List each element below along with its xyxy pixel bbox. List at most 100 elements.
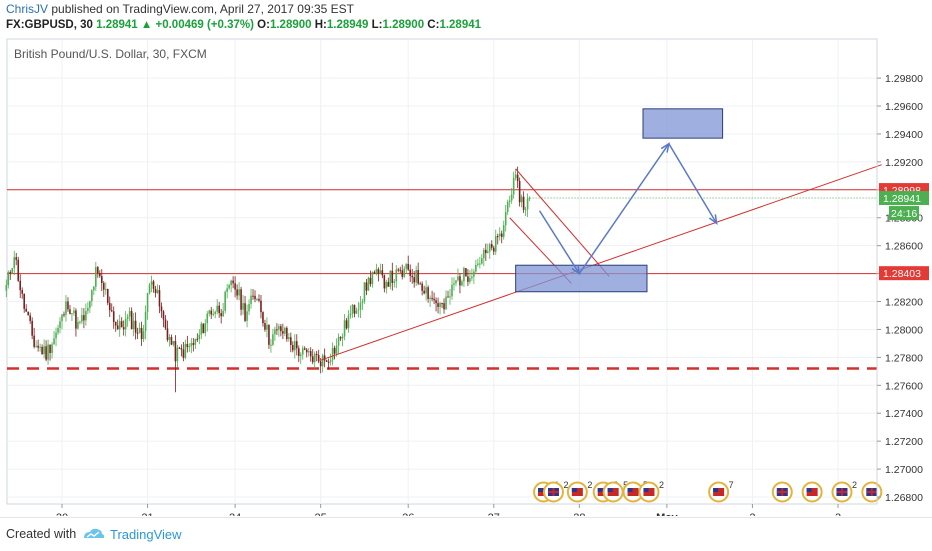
candle-body: [118, 321, 121, 330]
candle-body: [512, 177, 515, 195]
projection-path-segment[interactable]: [578, 143, 670, 275]
us-flag-icon: [713, 488, 725, 496]
us-flag-canton: [713, 488, 719, 492]
price-chart[interactable]: British Pound/U.S. Dollar, 30, FXCM 4222…: [0, 36, 932, 516]
price-tick-label: 1.27000: [885, 464, 923, 476]
candle-body: [168, 337, 171, 340]
us-flag-icon: [643, 488, 655, 496]
candle-body: [385, 281, 388, 289]
candle-body: [447, 296, 449, 298]
candle-body: [431, 297, 433, 299]
candle-body: [81, 315, 83, 322]
price-tag[interactable]: [879, 266, 929, 281]
author-link[interactable]: ChrisJV: [6, 2, 49, 16]
candle-body: [190, 343, 193, 347]
candle-body: [290, 337, 292, 345]
time-tick-label: 26: [402, 512, 414, 516]
time-axis[interactable]: 20 21 24 25 26 27 28 May 2 3: [56, 504, 841, 516]
candle-body: [445, 296, 447, 310]
us-flag-canton: [607, 488, 613, 492]
candle-body: [323, 355, 326, 361]
candle-body: [35, 345, 37, 347]
candle-body: [518, 181, 521, 203]
candle-body: [15, 257, 18, 260]
event-count: 7: [729, 480, 734, 490]
candle-body: [449, 296, 451, 298]
projection-path-segment[interactable]: [668, 143, 718, 224]
high-value: 1.28949: [326, 19, 369, 31]
candle-body: [455, 280, 457, 284]
candle-body: [25, 308, 27, 312]
candle-body: [65, 301, 67, 315]
candle-body: [69, 309, 71, 314]
falling-channel-upper[interactable]: [515, 168, 610, 277]
arrow-head-icon: [708, 214, 718, 225]
candle-body: [327, 361, 330, 363]
candle-body: [132, 320, 135, 330]
candle-body: [508, 200, 511, 202]
candle-body: [7, 272, 10, 286]
candle-body: [383, 275, 386, 289]
candle-body: [377, 269, 380, 274]
up-arrow-icon: ▲: [140, 19, 153, 31]
last-price: 1.28941: [96, 19, 138, 31]
candle-body: [156, 290, 159, 294]
candle-body: [198, 334, 201, 340]
candle-body: [319, 361, 322, 367]
candle-body: [272, 334, 274, 345]
candle-body: [528, 198, 531, 200]
tradingview-brand[interactable]: TradingView: [110, 527, 182, 542]
candle-body: [220, 313, 222, 317]
projection-path-segment[interactable]: [538, 210, 580, 274]
time-tick-label: May: [656, 512, 678, 516]
candle-body: [224, 291, 226, 311]
candle-body: [473, 271, 475, 277]
drawing-overlays[interactable]: [320, 108, 882, 361]
event-markers[interactable]: 422255272: [533, 480, 883, 503]
candle-body: [244, 303, 246, 321]
us-flag-canton: [597, 488, 603, 492]
candle-body: [389, 270, 392, 287]
candle-body: [23, 293, 25, 309]
candle-body: [216, 305, 218, 312]
candle-body: [246, 311, 248, 321]
candle-body: [210, 310, 213, 315]
candle-body: [303, 348, 306, 350]
candle-body: [122, 327, 125, 330]
candle-body: [89, 301, 91, 308]
price-tick-label: 1.27400: [885, 408, 923, 420]
candle-body: [510, 194, 513, 201]
candle-body: [59, 321, 61, 328]
time-tick-label: 21: [141, 512, 153, 516]
candle-body: [345, 320, 348, 329]
candle-body: [349, 313, 352, 316]
candle-body: [487, 251, 489, 254]
event-count: 2: [852, 480, 857, 490]
buy-zone-box[interactable]: [515, 264, 648, 293]
price-axis[interactable]: 1.298001.296001.294001.292001.290001.288…: [876, 39, 929, 504]
candle-body: [496, 236, 499, 238]
candle-body: [200, 323, 203, 335]
close-label: C:: [427, 19, 440, 31]
candle-body: [443, 303, 445, 310]
target-zone-box[interactable]: [642, 108, 724, 139]
candle-body: [485, 249, 487, 254]
candle-body: [45, 346, 47, 360]
candle-body: [250, 295, 252, 304]
candle-body: [399, 269, 402, 271]
candle-body: [226, 288, 228, 292]
candle-body: [228, 285, 230, 289]
price-tag[interactable]: [879, 191, 929, 206]
candle-body: [341, 336, 344, 339]
candle-body: [47, 344, 49, 360]
candle-body: [409, 269, 412, 276]
candle-body: [79, 321, 81, 323]
us-flag-canton: [538, 488, 544, 492]
candle-body: [71, 313, 73, 315]
candle-body: [347, 315, 350, 329]
candle-body: [522, 196, 525, 210]
time-tick-label: 3: [835, 512, 841, 516]
publish-info: ChrisJV published on TradingView.com, Ap…: [6, 2, 354, 16]
candle-body: [405, 263, 408, 269]
rising-trendline[interactable]: [320, 164, 882, 361]
